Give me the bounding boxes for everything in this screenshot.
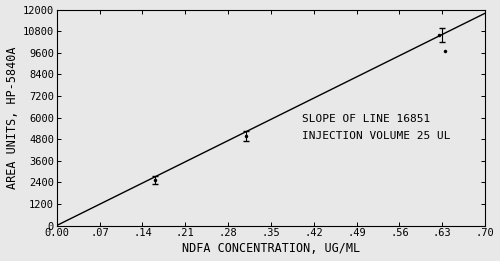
Text: INJECTION VOLUME 25 UL: INJECTION VOLUME 25 UL <box>302 132 450 141</box>
Y-axis label: AREA UNITS, HP-5840A: AREA UNITS, HP-5840A <box>6 46 18 189</box>
Text: SLOPE OF LINE 16851: SLOPE OF LINE 16851 <box>302 114 430 124</box>
X-axis label: NDFA CONCENTRATION, UG/ML: NDFA CONCENTRATION, UG/ML <box>182 242 360 256</box>
